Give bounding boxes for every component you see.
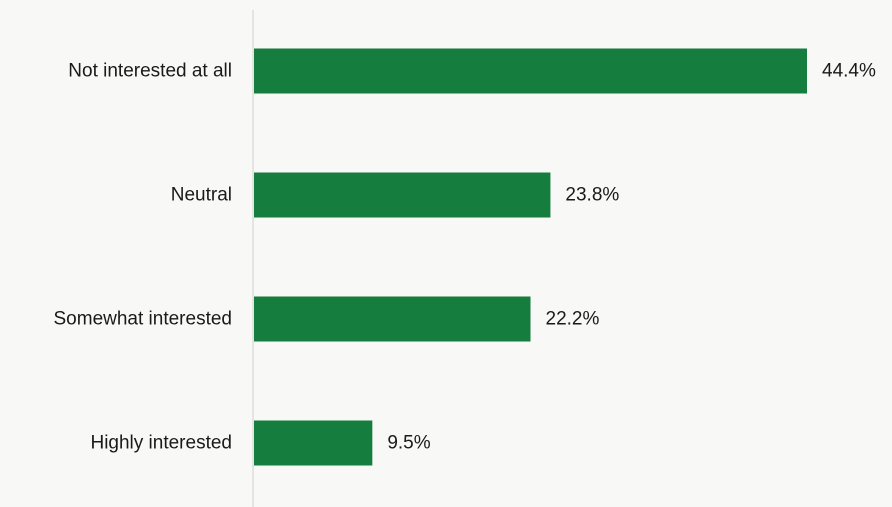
value-label-2: 22.2% xyxy=(546,309,600,330)
bar-0 xyxy=(254,48,807,94)
bar-2 xyxy=(254,296,531,342)
value-label-0: 44.4% xyxy=(822,61,876,82)
value-label-3: 9.5% xyxy=(387,433,430,454)
chart-marks: Not interested at all 44.4% Neutral 23.8% So… xyxy=(54,48,876,466)
category-label-0: Not interested at all xyxy=(68,61,232,82)
bar-1 xyxy=(254,172,551,218)
bar-3 xyxy=(254,420,373,466)
value-label-1: 23.8% xyxy=(565,185,619,206)
category-label-2: Somewhat interested xyxy=(54,309,233,330)
category-label-3: Highly interested xyxy=(90,433,232,454)
category-label-1: Neutral xyxy=(171,185,232,206)
